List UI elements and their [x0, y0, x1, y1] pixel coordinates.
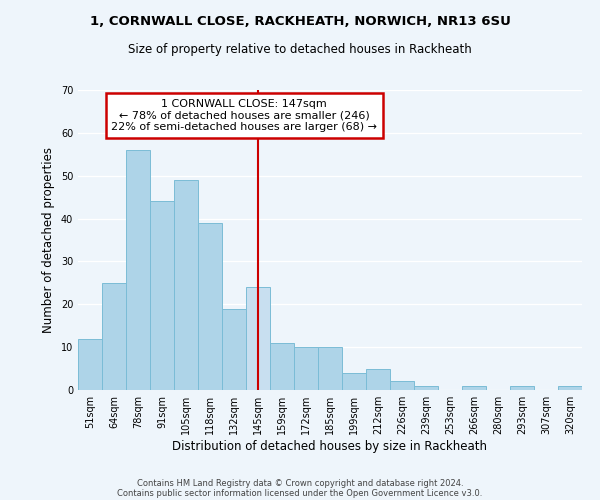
Bar: [150, 202, 174, 390]
Bar: [294, 347, 318, 390]
Y-axis label: Number of detached properties: Number of detached properties: [42, 147, 55, 333]
Bar: [198, 223, 222, 390]
Bar: [174, 180, 198, 390]
Text: Contains HM Land Registry data © Crown copyright and database right 2024.: Contains HM Land Registry data © Crown c…: [137, 478, 463, 488]
Bar: [366, 368, 390, 390]
Bar: [318, 347, 342, 390]
Text: Size of property relative to detached houses in Rackheath: Size of property relative to detached ho…: [128, 42, 472, 56]
Bar: [558, 386, 582, 390]
X-axis label: Distribution of detached houses by size in Rackheath: Distribution of detached houses by size …: [173, 440, 487, 453]
Bar: [126, 150, 150, 390]
Bar: [222, 308, 246, 390]
Bar: [390, 382, 414, 390]
Text: Contains public sector information licensed under the Open Government Licence v3: Contains public sector information licen…: [118, 488, 482, 498]
Bar: [462, 386, 486, 390]
Bar: [78, 338, 102, 390]
Bar: [102, 283, 126, 390]
Bar: [510, 386, 534, 390]
Bar: [246, 287, 270, 390]
Bar: [414, 386, 438, 390]
Text: 1 CORNWALL CLOSE: 147sqm
← 78% of detached houses are smaller (246)
22% of semi-: 1 CORNWALL CLOSE: 147sqm ← 78% of detach…: [112, 99, 377, 132]
Bar: [270, 343, 294, 390]
Bar: [342, 373, 366, 390]
Text: 1, CORNWALL CLOSE, RACKHEATH, NORWICH, NR13 6SU: 1, CORNWALL CLOSE, RACKHEATH, NORWICH, N…: [89, 15, 511, 28]
